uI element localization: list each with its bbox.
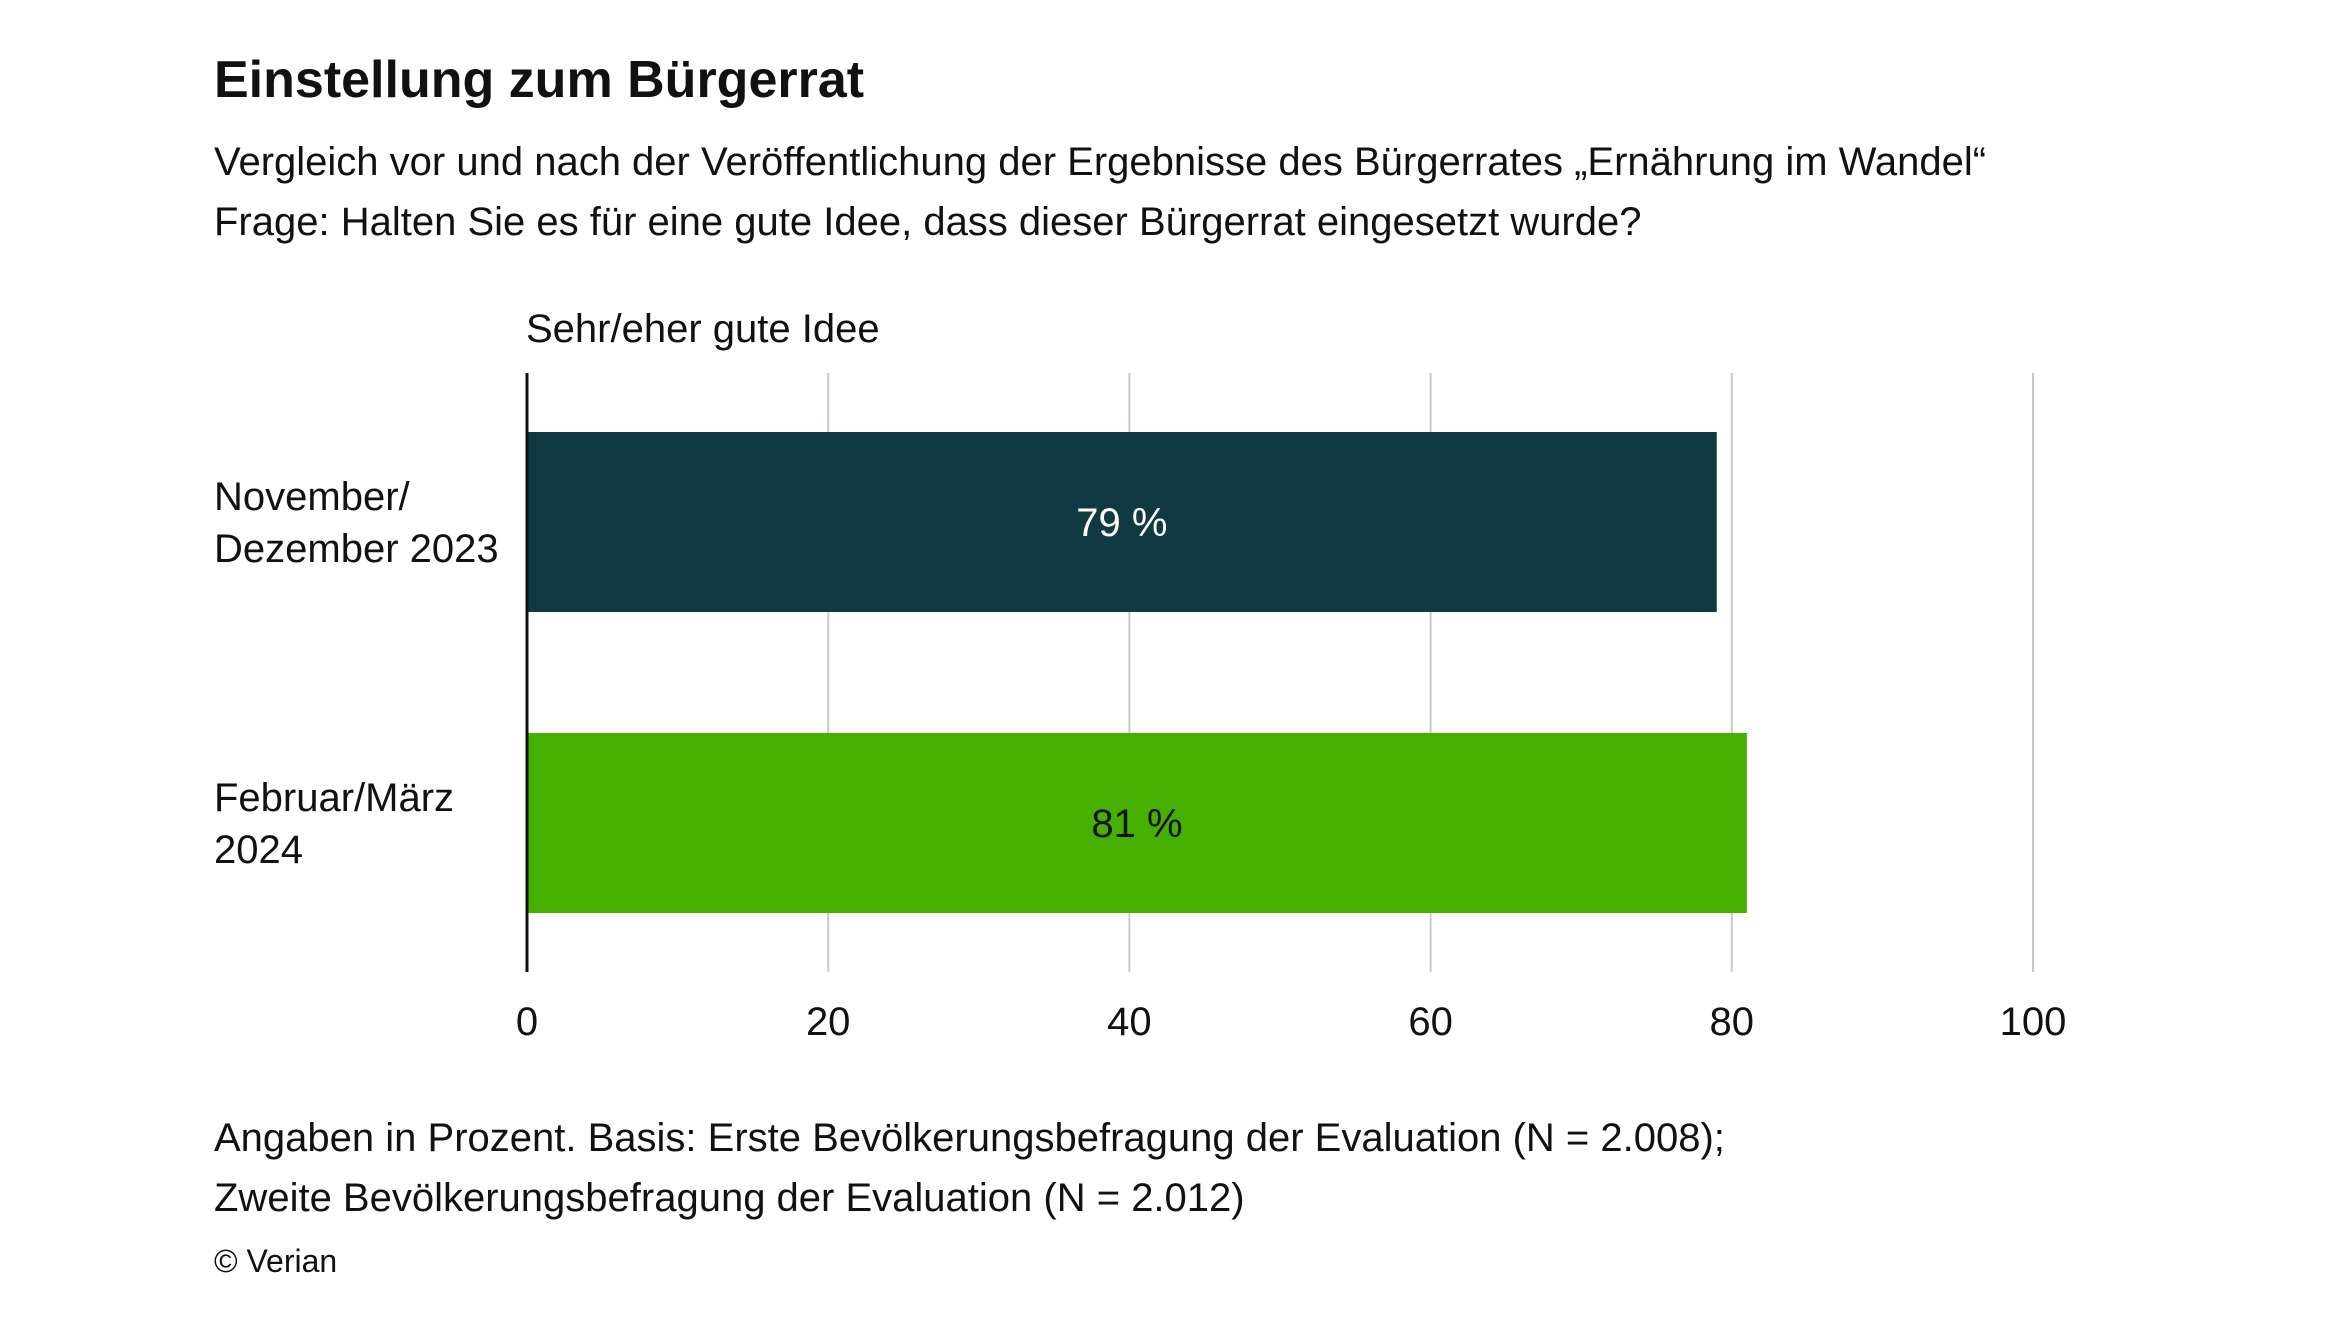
bar-value-label: 79 % <box>1076 501 1167 545</box>
bar <box>527 432 1717 612</box>
footnote: Angaben in Prozent. Basis: Erste Bevölke… <box>214 1108 1725 1228</box>
x-tick-labels: 0 20 40 60 80 100 <box>516 1000 2067 1044</box>
bar <box>527 733 1747 913</box>
category-labels: November/Dezember 2023 Februar/März 2024 <box>214 475 499 872</box>
x-tick-label: 100 <box>2000 1000 2067 1044</box>
series-header: Sehr/eher gute Idee <box>526 307 880 351</box>
category-label: Februar/März 2024 <box>214 776 454 872</box>
x-tick-label: 80 <box>1710 1000 1755 1044</box>
bars <box>527 432 1747 913</box>
footnote-line-1: Angaben in Prozent. Basis: Erste Bevölke… <box>214 1116 1725 1160</box>
subtitle-line-1: Vergleich vor und nach der Veröffentlich… <box>214 140 1987 184</box>
bar-chart: Sehr/eher gute Idee 79 % 81 % November/De… <box>214 307 2067 1044</box>
bar-value-labels: 79 % 81 % <box>1076 501 1182 846</box>
x-tick-label: 20 <box>806 1000 851 1044</box>
footnote-line-2: Zweite Bevölkerungsbefragung der Evaluat… <box>214 1176 1245 1220</box>
chart-title: Einstellung zum Bürgerrat <box>214 51 865 109</box>
chart-subtitle: Vergleich vor und nach der Veröffentlich… <box>214 132 1986 252</box>
x-tick-label: 0 <box>516 1000 538 1044</box>
subtitle-line-2: Frage: Halten Sie es für eine gute Idee,… <box>214 200 1642 244</box>
copyright-notice: © Verian <box>214 1243 338 1279</box>
x-tick-label: 60 <box>1408 1000 1453 1044</box>
x-tick-label: 40 <box>1107 1000 1152 1044</box>
category-label: November/Dezember 2023 <box>214 475 499 571</box>
bar-value-label: 81 % <box>1091 802 1182 846</box>
